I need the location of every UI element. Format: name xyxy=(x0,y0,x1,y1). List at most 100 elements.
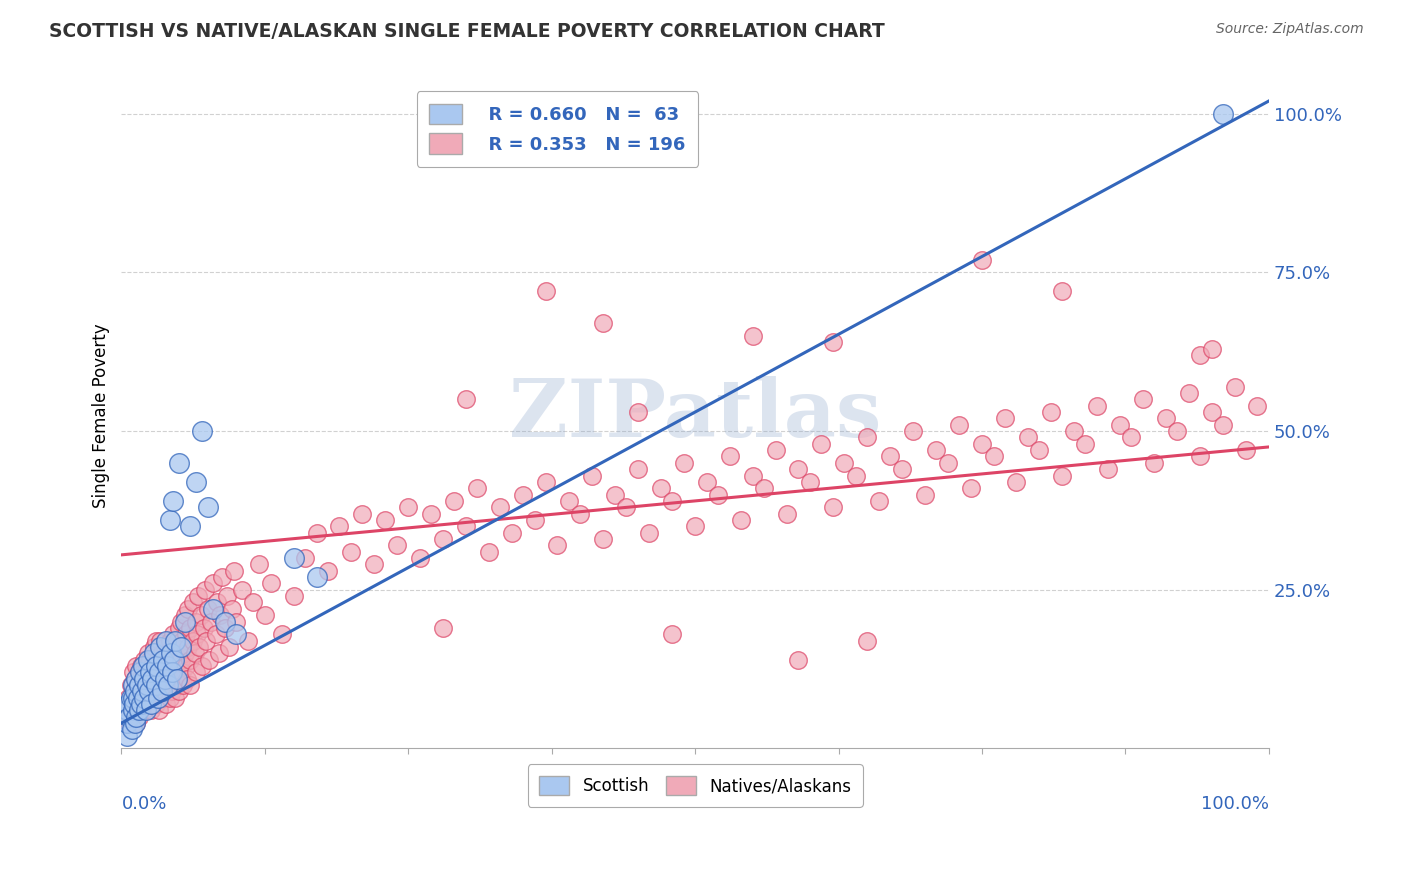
Point xyxy=(197,500,219,515)
Point xyxy=(152,652,174,666)
Point xyxy=(1132,392,1154,407)
Point xyxy=(209,608,232,623)
Point xyxy=(174,659,197,673)
Point xyxy=(512,487,534,501)
Point xyxy=(125,710,148,724)
Point xyxy=(134,690,156,705)
Point xyxy=(136,646,159,660)
Point xyxy=(799,475,821,489)
Point xyxy=(122,665,145,680)
Point xyxy=(271,627,294,641)
Point xyxy=(160,684,183,698)
Point xyxy=(138,684,160,698)
Point xyxy=(159,513,181,527)
Point xyxy=(478,544,501,558)
Point xyxy=(159,633,181,648)
Point xyxy=(146,684,169,698)
Point xyxy=(177,602,200,616)
Point xyxy=(177,640,200,654)
Point xyxy=(184,615,207,629)
Point xyxy=(122,697,145,711)
Point xyxy=(879,450,901,464)
Point xyxy=(150,684,173,698)
Point xyxy=(1189,348,1212,362)
Point xyxy=(167,456,190,470)
Point xyxy=(155,697,177,711)
Point xyxy=(1166,424,1188,438)
Point xyxy=(1063,424,1085,438)
Point xyxy=(128,665,150,680)
Point xyxy=(225,627,247,641)
Point xyxy=(200,615,222,629)
Point xyxy=(117,697,139,711)
Point xyxy=(141,659,163,673)
Point xyxy=(208,646,231,660)
Point xyxy=(122,716,145,731)
Point xyxy=(190,608,212,623)
Point xyxy=(581,468,603,483)
Point xyxy=(650,481,672,495)
Point xyxy=(672,456,695,470)
Point xyxy=(141,703,163,717)
Point xyxy=(443,494,465,508)
Point xyxy=(128,672,150,686)
Point xyxy=(222,564,245,578)
Point xyxy=(122,710,145,724)
Point xyxy=(193,621,215,635)
Point xyxy=(159,672,181,686)
Point xyxy=(259,576,281,591)
Text: SCOTTISH VS NATIVE/ALASKAN SINGLE FEMALE POVERTY CORRELATION CHART: SCOTTISH VS NATIVE/ALASKAN SINGLE FEMALE… xyxy=(49,22,884,41)
Point xyxy=(139,652,162,666)
Point xyxy=(166,678,188,692)
Point xyxy=(115,716,138,731)
Point xyxy=(157,665,180,680)
Point xyxy=(145,665,167,680)
Point xyxy=(994,411,1017,425)
Point xyxy=(432,532,454,546)
Text: 100.0%: 100.0% xyxy=(1201,795,1270,814)
Point xyxy=(191,659,214,673)
Point xyxy=(661,494,683,508)
Point xyxy=(132,659,155,673)
Point xyxy=(730,513,752,527)
Point xyxy=(135,672,157,686)
Point xyxy=(603,487,626,501)
Point xyxy=(135,659,157,673)
Point xyxy=(821,500,844,515)
Point xyxy=(167,659,190,673)
Point xyxy=(165,633,187,648)
Y-axis label: Single Female Poverty: Single Female Poverty xyxy=(93,323,110,508)
Point xyxy=(1108,417,1130,432)
Point xyxy=(153,672,176,686)
Point xyxy=(948,417,970,432)
Point xyxy=(765,443,787,458)
Point xyxy=(138,684,160,698)
Point xyxy=(1189,450,1212,464)
Point xyxy=(136,652,159,666)
Point xyxy=(970,436,993,450)
Point xyxy=(156,678,179,692)
Point xyxy=(120,678,142,692)
Point xyxy=(385,538,408,552)
Point xyxy=(1143,456,1166,470)
Point xyxy=(592,532,614,546)
Point xyxy=(821,335,844,350)
Point xyxy=(501,525,523,540)
Point xyxy=(661,627,683,641)
Point xyxy=(204,627,226,641)
Point xyxy=(135,678,157,692)
Point xyxy=(141,672,163,686)
Point xyxy=(136,678,159,692)
Point xyxy=(614,500,637,515)
Point xyxy=(132,665,155,680)
Point xyxy=(218,640,240,654)
Legend: Scottish, Natives/Alaskans: Scottish, Natives/Alaskans xyxy=(527,764,863,806)
Point xyxy=(166,633,188,648)
Point xyxy=(153,652,176,666)
Point xyxy=(129,697,152,711)
Point xyxy=(134,703,156,717)
Point xyxy=(1017,430,1039,444)
Point xyxy=(152,665,174,680)
Point xyxy=(187,589,209,603)
Point xyxy=(115,729,138,743)
